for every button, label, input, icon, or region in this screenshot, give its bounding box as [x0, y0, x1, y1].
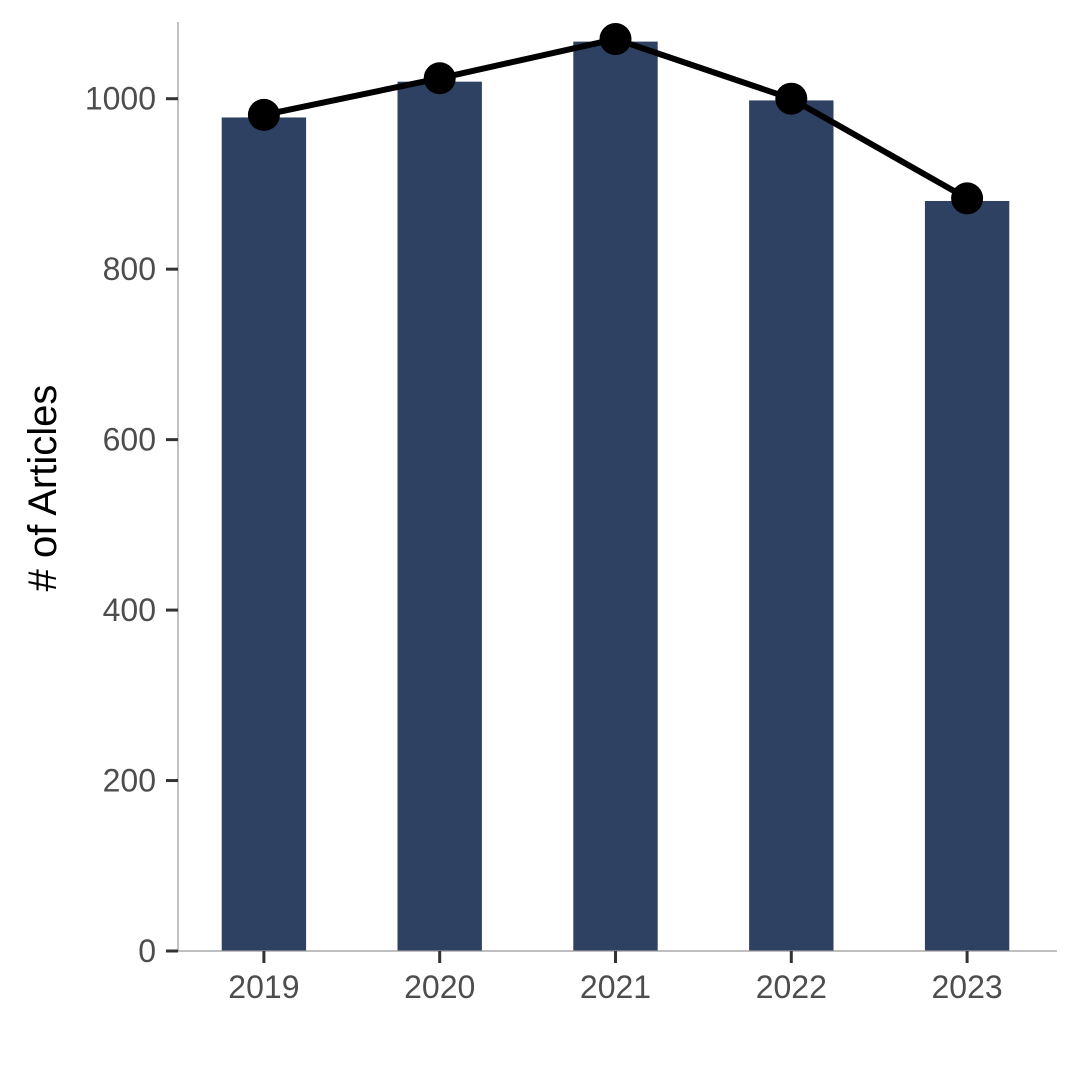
bar-2023 [924, 200, 1010, 952]
point-2021 [599, 23, 632, 56]
x-tick-label-2021: 2021 [580, 969, 651, 1005]
y-tick-label-200: 200 [103, 763, 156, 799]
y-tick-label-800: 800 [103, 251, 156, 287]
point-2019 [247, 98, 280, 131]
line-layer [247, 23, 984, 215]
y-tick-label-400: 400 [103, 592, 156, 628]
x-tick-label-2022: 2022 [756, 969, 827, 1005]
point-2020 [423, 62, 456, 95]
x-tick-label-2020: 2020 [404, 969, 475, 1005]
y-tick-label-1000: 1000 [85, 81, 156, 117]
bar-2019 [221, 117, 307, 951]
x-tick-label-2023: 2023 [932, 969, 1003, 1005]
y-tick-label-600: 600 [103, 422, 156, 458]
point-2023 [951, 182, 984, 215]
x-ticks-layer: 2019 2020 2021 2022 2023 [228, 951, 1003, 1005]
bar-2021 [573, 41, 658, 951]
bar-2020 [397, 81, 482, 952]
y-tick-label-0: 0 [138, 933, 156, 969]
bar-2022 [749, 100, 834, 951]
axes-layer [177, 22, 1057, 952]
y-axis-title: # of Articles [21, 385, 65, 592]
point-2022 [775, 82, 808, 115]
x-tick-label-2019: 2019 [228, 969, 299, 1005]
y-ticks-layer: 0 200 400 600 800 1000 [85, 81, 178, 969]
bars-layer [221, 41, 1010, 952]
